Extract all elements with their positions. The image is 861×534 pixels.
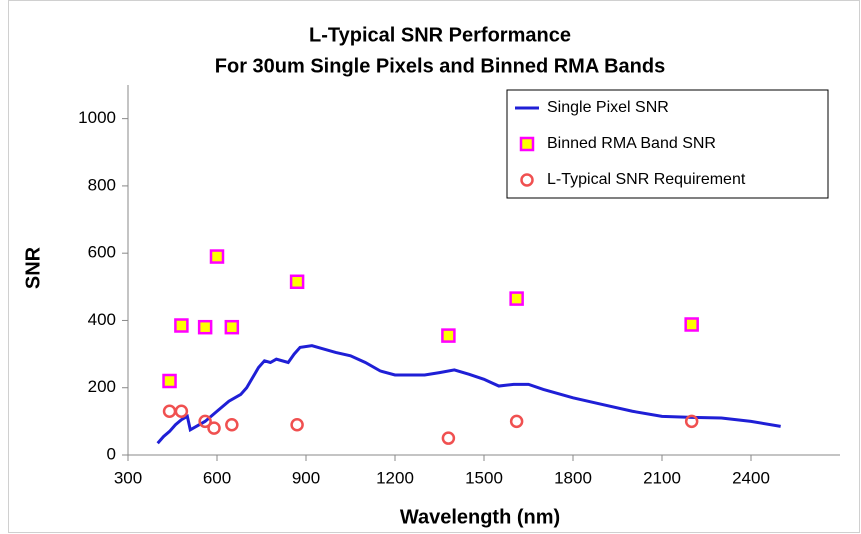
legend-text: L-Typical SNR Requirement [547, 171, 746, 188]
square-marker [441, 328, 456, 343]
circle-marker [198, 414, 212, 429]
y-tick-label: 600 [88, 243, 116, 262]
square-marker [289, 274, 305, 290]
circle-marker [520, 173, 534, 187]
y-tick-label: 400 [88, 310, 116, 329]
x-axis-label: Wavelength (nm) [400, 506, 560, 528]
square-marker [209, 249, 225, 264]
circle-marker [441, 431, 456, 445]
circle-marker [225, 417, 239, 432]
x-tick-label: 900 [292, 468, 320, 487]
x-tick-label: 1500 [465, 468, 503, 487]
square-marker [519, 136, 535, 152]
circle-marker [207, 421, 221, 435]
x-tick-label: 2100 [643, 468, 681, 487]
x-tick-label: 1800 [554, 468, 592, 487]
chart-title: L-Typical SNR Performance [309, 24, 571, 46]
x-tick-label: 2400 [732, 468, 770, 487]
series-line [156, 344, 781, 445]
legend-text: Single Pixel SNR [547, 99, 669, 116]
square-marker [197, 319, 213, 335]
x-tick-label: 300 [114, 468, 142, 487]
y-axis-label: SNR [22, 246, 44, 289]
chart-subtitle: For 30um Single Pixels and Binned RMA Ba… [215, 55, 665, 77]
y-tick-label: 1000 [78, 108, 116, 127]
y-tick-label: 800 [88, 175, 116, 194]
x-tick-label: 1200 [376, 468, 414, 487]
square-marker [684, 317, 699, 332]
y-tick-label: 0 [107, 444, 116, 463]
x-tick-label: 600 [203, 468, 231, 487]
y-tick-label: 200 [88, 377, 116, 396]
square-marker [162, 373, 177, 389]
chart-border [8, 0, 860, 533]
legend-box [506, 89, 829, 199]
square-marker [174, 318, 189, 333]
circle-marker [174, 404, 189, 419]
circle-marker [684, 414, 699, 429]
circle-marker [290, 417, 304, 432]
square-marker [509, 291, 524, 306]
circle-marker [509, 414, 524, 429]
legend-text: Binned RMA Band SNR [547, 135, 716, 152]
square-marker [224, 319, 240, 335]
